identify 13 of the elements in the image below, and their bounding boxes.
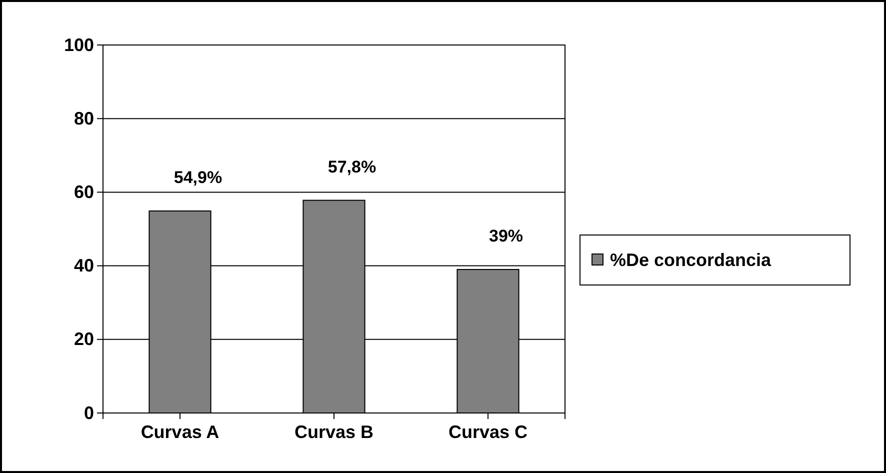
y-tick-label: 40 bbox=[74, 256, 94, 276]
x-tick-label: Curvas B bbox=[294, 422, 374, 442]
legend-label: %De concordancia bbox=[610, 250, 772, 270]
x-tick-label: Curvas C bbox=[448, 422, 528, 442]
data-label: 39% bbox=[488, 226, 524, 246]
data-label: 57,8% bbox=[328, 157, 376, 176]
y-tick-label: 60 bbox=[74, 182, 94, 202]
y-tick-label: 100 bbox=[64, 34, 94, 55]
x-tick-label: Curvas A bbox=[140, 422, 220, 442]
y-tick-label: 0 bbox=[84, 402, 94, 423]
y-tick-label: 80 bbox=[74, 108, 94, 128]
data-label: 54,9% bbox=[174, 168, 222, 187]
y-tick-label: 20 bbox=[74, 329, 94, 350]
